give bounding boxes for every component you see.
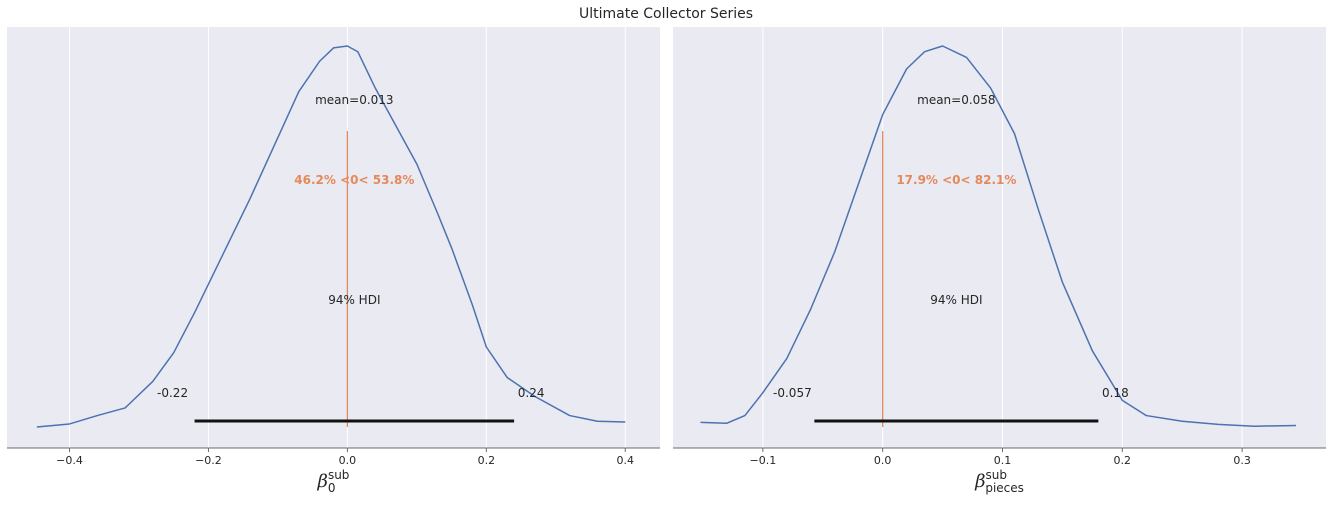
hdi-label: 94% HDI (328, 293, 380, 307)
x-axis-label: βsub pieces (974, 468, 1024, 495)
hdi-high-label: 0.24 (518, 386, 545, 400)
figure-title: Ultimate Collector Series (579, 6, 753, 22)
x-tick-label-4: 0.3 (1233, 454, 1251, 467)
x-tick-label-2: 0.1 (994, 454, 1012, 467)
hdi-high-label: 0.18 (1102, 386, 1129, 400)
density-line (700, 45, 1297, 427)
hdi-label: 94% HDI (930, 293, 982, 307)
subplot-beta-0: −0.4 −0.2 0.0 0.2 0.4 mean=0.013 46.2% <0< 53.… (7, 27, 660, 495)
x-tick-label-2: 0.0 (339, 454, 357, 467)
hdi-low-label: -0.057 (773, 386, 812, 400)
x-tick-label-0: −0.1 (750, 454, 777, 467)
x-tick-label-0: −0.4 (56, 454, 83, 467)
mean-label: mean=0.013 (315, 93, 393, 107)
x-tick-label-3: 0.2 (478, 454, 496, 467)
plot-area (7, 27, 660, 448)
reference-probability-label: 17.9% <0< 82.1% (896, 173, 1016, 187)
plot-area (673, 27, 1326, 448)
density-line (36, 45, 626, 428)
mean-label: mean=0.058 (917, 93, 995, 107)
x-tick-label-4: 0.4 (617, 454, 635, 467)
subplot-beta-pieces: −0.1 0.0 0.1 0.2 0.3 mean=0.058 17.9% <0< 82.1… (673, 27, 1326, 495)
x-axis-label: βsub 0 (317, 468, 350, 495)
x-tick-label-1: 0.0 (874, 454, 892, 467)
reference-probability-label: 46.2% <0< 53.8% (294, 173, 414, 187)
x-tick-label-1: −0.2 (195, 454, 222, 467)
hdi-low-label: -0.22 (157, 386, 188, 400)
x-tick-label-3: 0.2 (1114, 454, 1132, 467)
